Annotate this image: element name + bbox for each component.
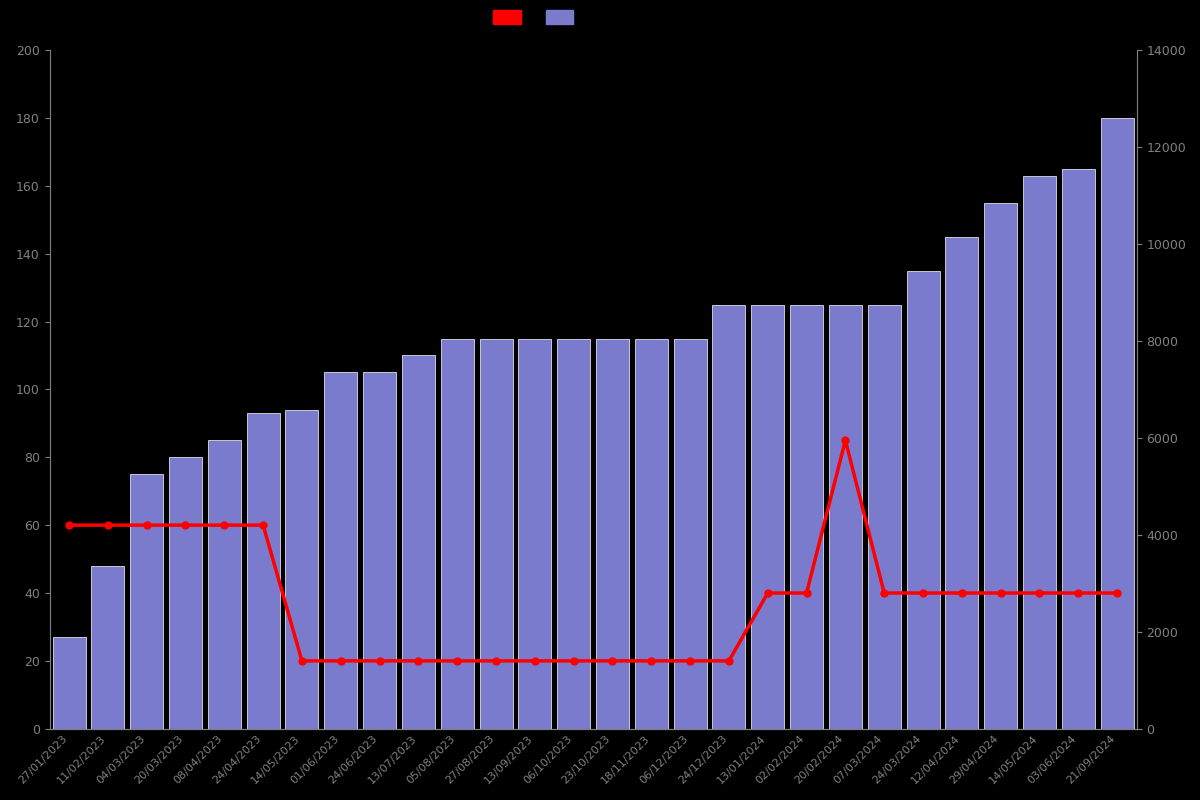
Bar	[440, 338, 474, 729]
Bar	[984, 202, 1018, 729]
Bar	[868, 305, 901, 729]
Bar	[713, 305, 745, 729]
Bar	[906, 270, 940, 729]
Bar	[1062, 169, 1094, 729]
Bar	[790, 305, 823, 729]
Bar	[208, 440, 241, 729]
Bar	[751, 305, 785, 729]
Bar	[1022, 176, 1056, 729]
Bar	[402, 355, 434, 729]
Bar	[596, 338, 629, 729]
Bar	[247, 413, 280, 729]
Bar	[635, 338, 667, 729]
Bar	[324, 373, 358, 729]
Bar	[364, 373, 396, 729]
Bar	[480, 338, 512, 729]
Bar	[91, 566, 125, 729]
Bar	[53, 637, 85, 729]
Bar	[829, 305, 862, 729]
Bar	[169, 458, 202, 729]
Bar	[673, 338, 707, 729]
Bar	[1100, 118, 1134, 729]
Bar	[518, 338, 551, 729]
Bar	[946, 237, 978, 729]
Bar	[130, 474, 163, 729]
Legend: , : ,	[493, 10, 584, 24]
Bar	[557, 338, 590, 729]
Bar	[286, 410, 318, 729]
